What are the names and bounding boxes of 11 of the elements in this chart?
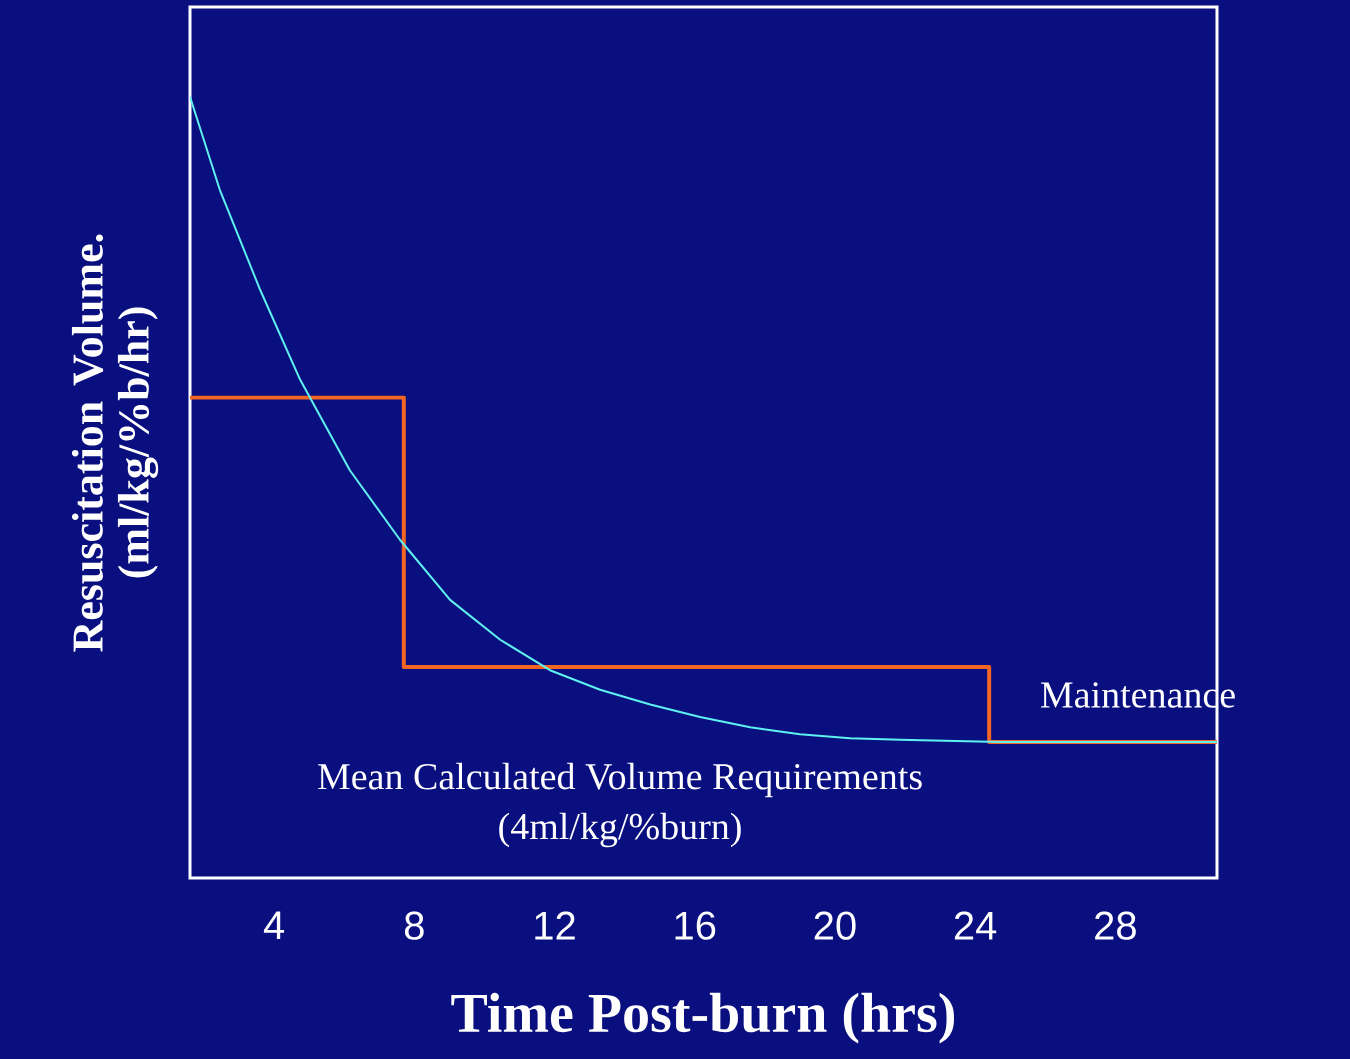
x-tick-label: 12 [535, 911, 575, 940]
x-tick-label: 8 [404, 911, 424, 940]
annotation: Mean Calculated Volume Requirements [318, 762, 922, 798]
x-axis-title: Time Post-burn (hrs) [451, 992, 955, 1044]
y-axis-title: Resuscitation Volume. (ml/kg/%b/hr) [71, 234, 159, 652]
x-tick-label: 16 [675, 911, 716, 940]
x-tick-label: 28 [1095, 911, 1136, 940]
x-tick-label: 20 [814, 911, 856, 940]
x-tick-label: 4 [263, 911, 285, 940]
x-tick-label: 24 [954, 911, 997, 940]
annotation: (4ml/kg/%burn) [499, 812, 741, 848]
